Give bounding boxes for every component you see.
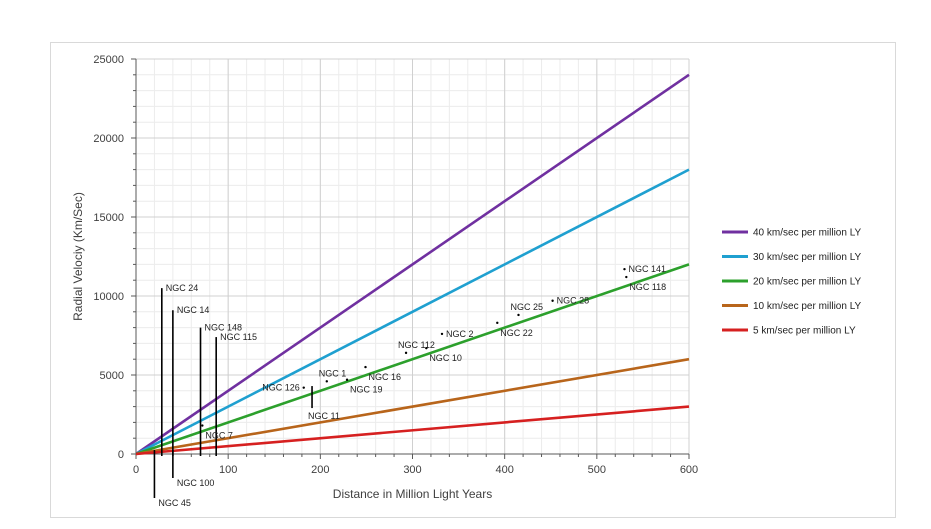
galaxy-label: NGC 11 — [308, 411, 340, 421]
galaxy-point — [364, 365, 367, 369]
x-tick-label: 100 — [219, 464, 237, 476]
galaxy-marker: NGC 28 — [551, 296, 589, 306]
galaxy-point — [201, 424, 204, 427]
galaxy-marker: NGC 112 — [398, 340, 435, 355]
galaxy-point — [302, 386, 305, 389]
legend-item: 40 km/sec per million LY — [722, 228, 862, 239]
y-tick-label: 20000 — [93, 133, 124, 145]
x-tick-label: 0 — [133, 464, 139, 476]
x-tick-label: 200 — [311, 464, 329, 476]
galaxy-point — [440, 332, 444, 336]
series-line — [135, 168, 690, 456]
galaxy-marker: NGC 7 — [201, 424, 233, 441]
galaxy-label: NGC 112 — [398, 340, 435, 350]
y-axis-title: Radial Velociy (Km/Sec) — [71, 192, 85, 321]
galaxy-point — [425, 346, 428, 350]
legend-label: 30 km/sec per million LY — [753, 252, 862, 263]
galaxy-label: NGC 126 — [262, 383, 300, 393]
galaxy-marker: NGC 19 — [345, 378, 383, 395]
galaxy-label: NGC 45 — [158, 498, 191, 508]
galaxy-point — [625, 275, 628, 279]
galaxy-point — [404, 351, 408, 355]
y-tick-label: 0 — [118, 449, 124, 461]
series-line — [135, 263, 690, 456]
galaxy-label: NGC 141 — [628, 264, 666, 274]
galaxy-label: NGC 7 — [205, 431, 233, 441]
y-tick-label: 10000 — [93, 291, 124, 303]
galaxy-marker: NGC 11 — [308, 386, 340, 421]
legend-label: 20 km/sec per million LY — [753, 277, 862, 288]
galaxy-point — [623, 267, 626, 271]
galaxy-marker: NGC 45 — [153, 450, 191, 508]
galaxy-label: NGC 14 — [177, 305, 210, 315]
galaxy-label: NGC 10 — [429, 353, 462, 363]
series-line — [135, 357, 690, 456]
y-tick-label: 5000 — [100, 370, 124, 382]
axes — [131, 58, 690, 459]
galaxy-label: NGC 16 — [368, 372, 401, 382]
galaxy-label: NGC 2 — [446, 329, 474, 339]
galaxy-label: NGC 24 — [166, 283, 199, 293]
x-tick-label: 500 — [588, 464, 606, 476]
galaxy-label: NGC 148 — [205, 323, 243, 333]
galaxy-marker: NGC 118 — [625, 275, 666, 292]
x-tick-label: 600 — [680, 464, 698, 476]
legend: 40 km/sec per million LY 30 km/sec per mi… — [722, 228, 862, 337]
galaxy-marker: NGC 2 — [440, 329, 474, 339]
x-tick-label: 400 — [495, 464, 513, 476]
galaxy-marker: NGC 1 — [319, 368, 347, 383]
tick-labels: 0 100 200 300 400 500 600 0 5000 10000 15000 20000 2… — [93, 54, 698, 476]
galaxy-marker: NGC 22 — [496, 321, 533, 338]
legend-item: 10 km/sec per million LY — [722, 301, 862, 312]
galaxy-label: NGC 118 — [629, 282, 666, 292]
galaxy-label: NGC 19 — [350, 385, 383, 395]
series-line — [135, 73, 690, 456]
galaxy-point — [345, 378, 349, 381]
y-tick-label: 15000 — [93, 212, 124, 224]
galaxy-point — [325, 380, 328, 383]
galaxy-marker: NGC 16 — [364, 365, 401, 382]
galaxy-label: NGC 115 — [220, 332, 257, 342]
x-axis-title: Distance in Million Light Years — [333, 487, 492, 501]
major-grid — [135, 58, 690, 455]
galaxy-marker: NGC 141 — [623, 264, 666, 274]
legend-label: 5 km/sec per million LY — [753, 326, 856, 337]
legend-item: 5 km/sec per million LY — [722, 326, 856, 337]
legend-label: 10 km/sec per million LY — [753, 301, 862, 312]
galaxy-label: NGC 28 — [557, 296, 590, 306]
y-tick-label: 25000 — [93, 54, 124, 66]
series-line — [135, 405, 690, 456]
series-lines — [135, 73, 690, 456]
galaxy-label: NGC 100 — [177, 478, 215, 488]
galaxy-marker: NGC 115 — [215, 332, 257, 456]
galaxy-marker: NGC 126 — [262, 383, 305, 393]
legend-item: 20 km/sec per million LY — [722, 277, 862, 288]
galaxy-label: NGC 22 — [500, 328, 533, 338]
galaxy-marker: NGC 24 — [161, 283, 199, 456]
galaxy-marker: NGC 100 — [172, 450, 215, 488]
galaxy-label: NGC 1 — [319, 368, 347, 378]
galaxy-point — [517, 313, 520, 317]
galaxy-marker: NGC 10 — [425, 346, 462, 363]
galaxy-marker: NGC 148 — [199, 323, 243, 456]
galaxy-point — [551, 299, 554, 302]
legend-label: 40 km/sec per million LY — [753, 228, 862, 239]
x-tick-label: 300 — [403, 464, 421, 476]
chart-frame — [50, 42, 896, 518]
galaxy-marker: NGC 14 — [172, 305, 210, 456]
galaxy-label: NGC 25 — [510, 302, 543, 312]
galaxy-marker: NGC 25 — [510, 302, 543, 317]
galaxy-point — [496, 321, 499, 325]
legend-item: 30 km/sec per million LY — [722, 252, 862, 263]
